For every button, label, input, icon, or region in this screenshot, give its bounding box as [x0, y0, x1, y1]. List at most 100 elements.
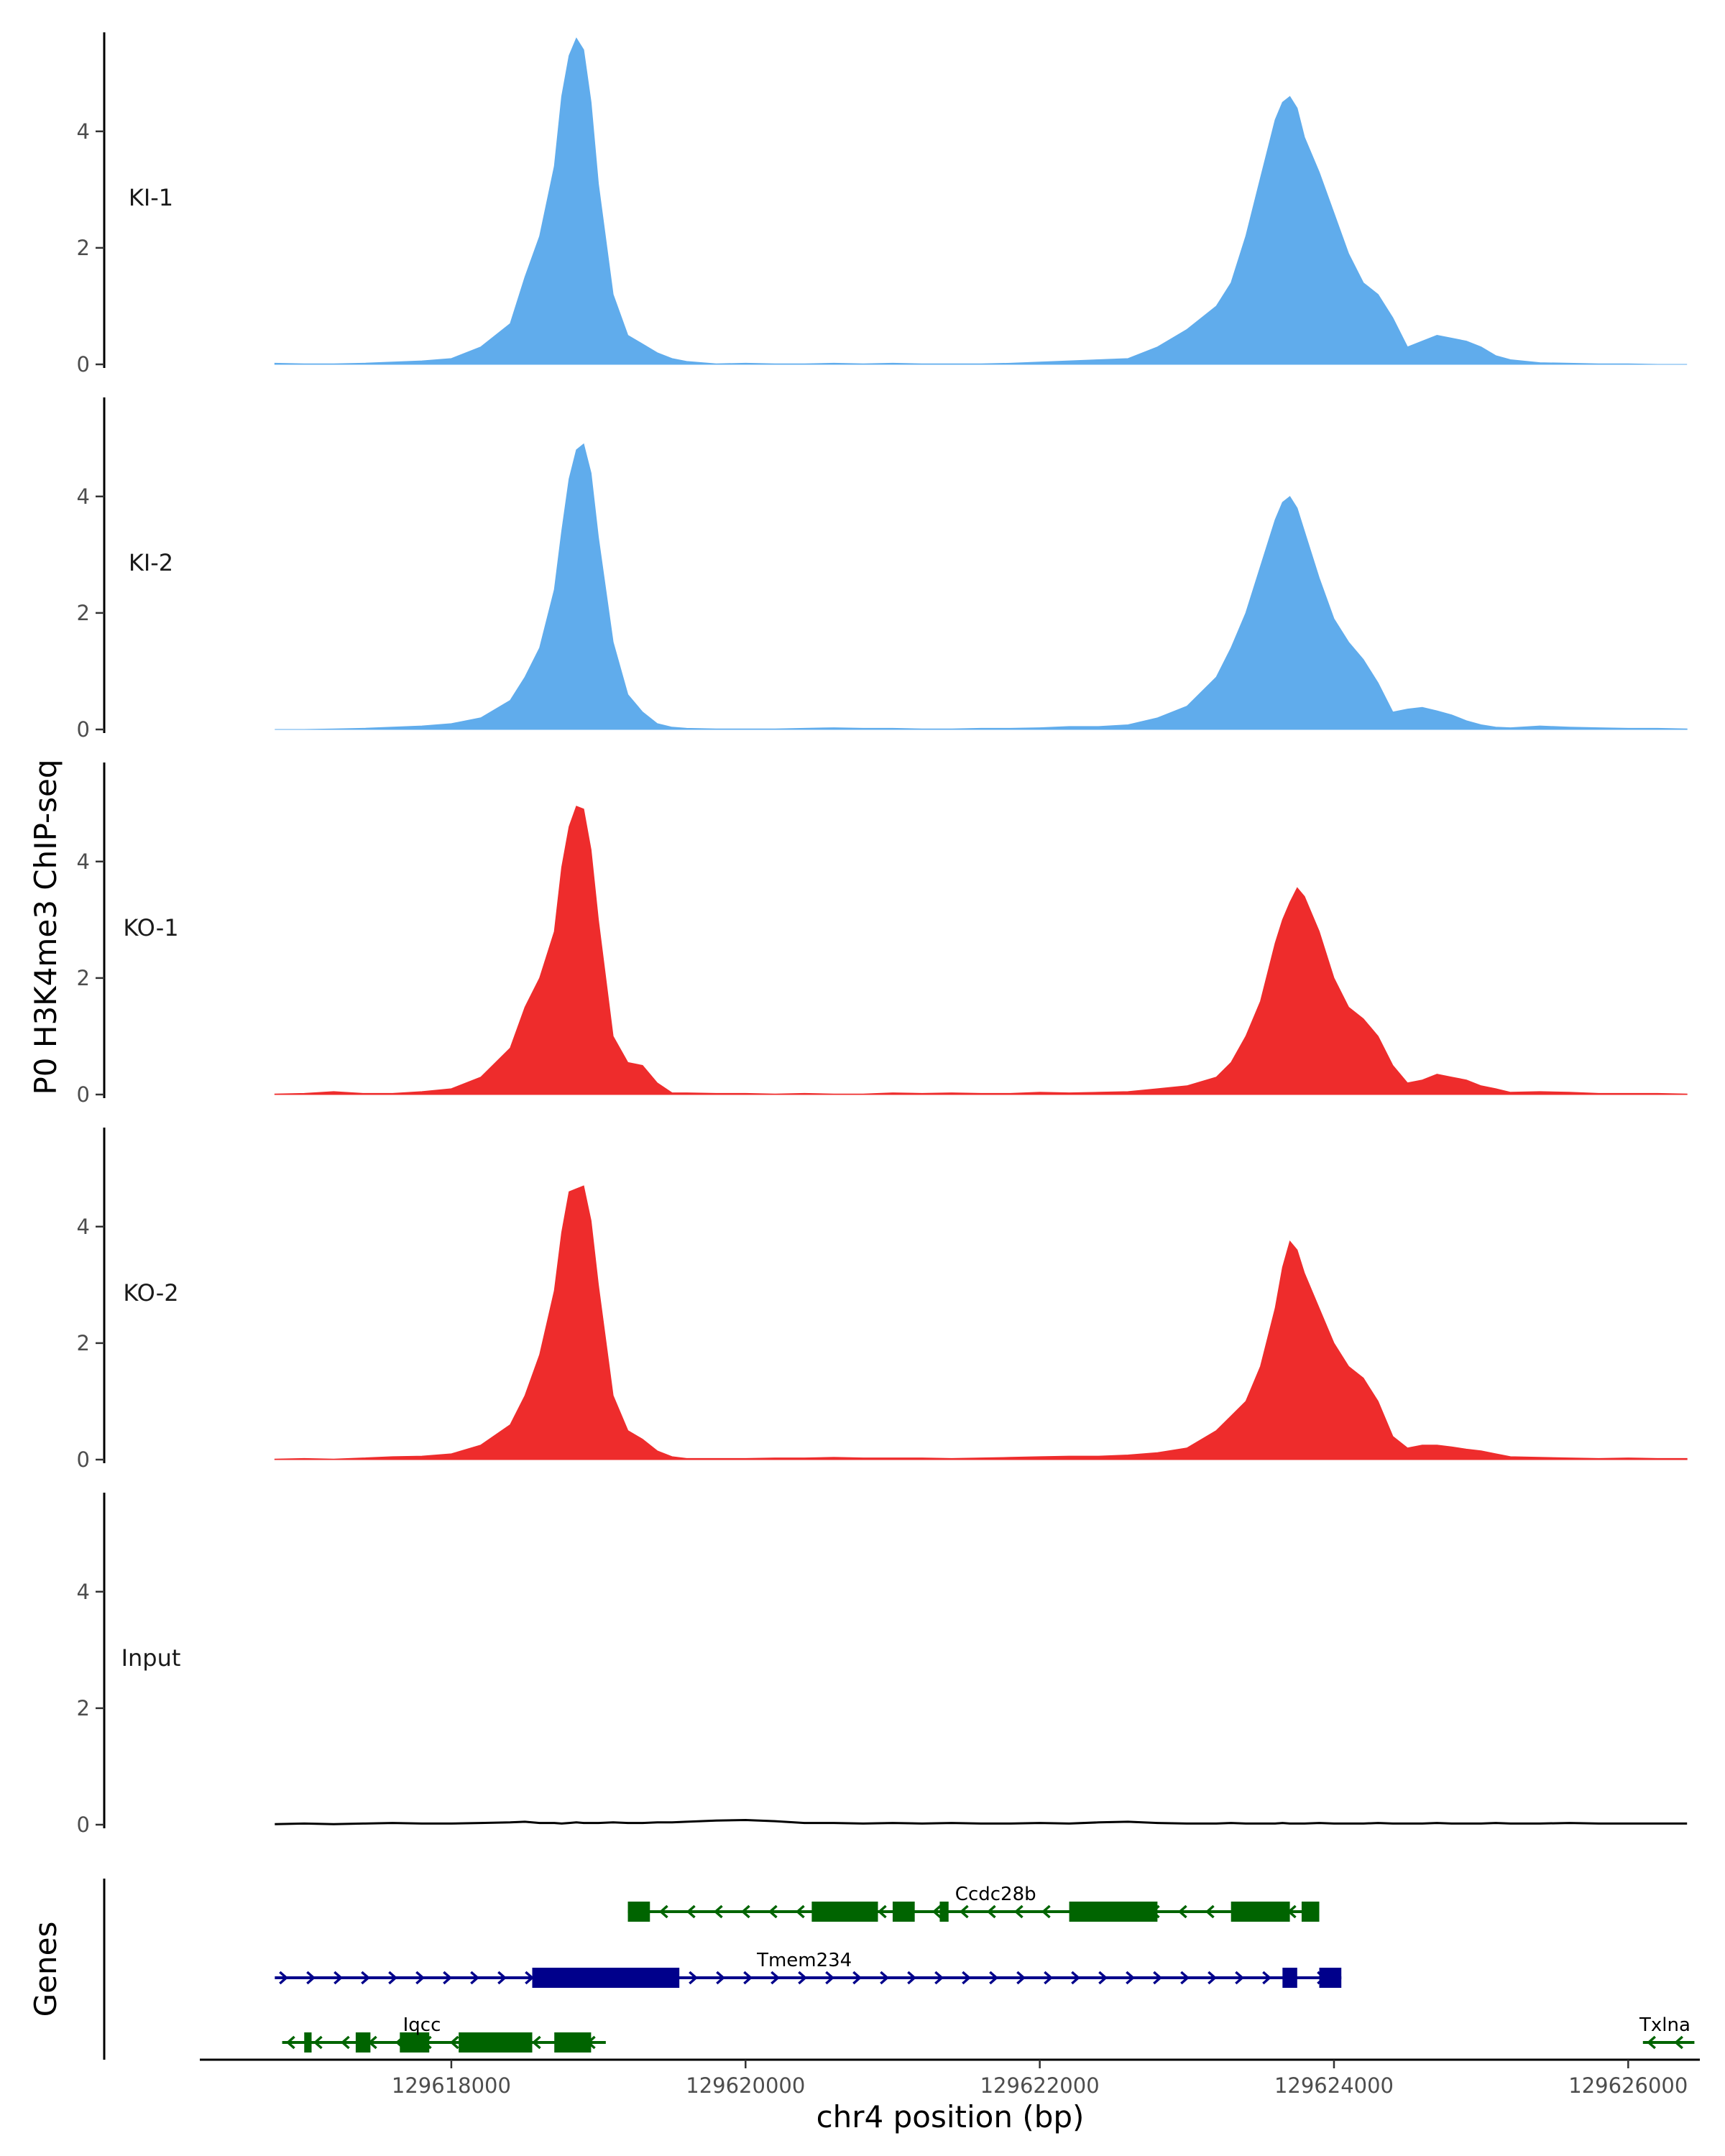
y-tick-label: 2 [77, 966, 90, 990]
gene-exon [1069, 1902, 1158, 1922]
gene-ccdc28b: Ccdc28b [627, 1884, 1320, 1922]
track-ko-1: 0 2 4 KO-1 [77, 763, 1688, 1107]
gene-exon [554, 2032, 592, 2053]
strand-arrow [443, 1971, 452, 1985]
y-tick-label: 0 [77, 352, 90, 377]
strand-arrow [1177, 1904, 1187, 1919]
strand-arrow [470, 1971, 479, 1985]
gene-exon [304, 2032, 312, 2053]
strand-arrow [1044, 1971, 1053, 1985]
strand-arrow [279, 1971, 288, 1985]
strand-arrow [415, 1971, 425, 1985]
track-input: 0 2 4 Input [77, 1493, 1688, 1837]
strand-arrow [313, 2035, 323, 2050]
y-tick-label: 2 [77, 601, 90, 625]
track-label: KI-1 [129, 184, 173, 211]
strand-arrow [877, 1904, 887, 1919]
y-tick-label: 4 [77, 484, 90, 509]
gene-exon [1301, 1902, 1320, 1922]
signal-tracks: 0 2 4 KI-1 0 2 4 KI-2 0 2 4 KO-1 0 2 4 KO-2 0 2 4 Input [77, 32, 1688, 1837]
gene-exon [811, 1902, 878, 1922]
strand-arrow [959, 1904, 969, 1919]
strand-arrow [986, 1904, 996, 1919]
strand-arrow [743, 1971, 753, 1985]
y-tick-label: 0 [77, 717, 90, 742]
strand-arrow [1153, 1971, 1162, 1985]
gene-exon [532, 1968, 680, 1988]
strand-arrow [932, 1904, 942, 1919]
gene-label: Txlna [1639, 2014, 1690, 2036]
gene-iqcc: Iqcc [282, 2014, 606, 2053]
y-tick-label: 2 [77, 1696, 90, 1720]
strand-arrow [1647, 2035, 1656, 2050]
strand-arrow [962, 1971, 971, 1985]
x-tick-label: 129622000 [980, 2073, 1100, 2098]
signal-area-ko-2 [274, 1185, 1688, 1460]
x-axis: 129618000 129620000 129622000 129624000 1296… [200, 2058, 1700, 2098]
y-tick-label: 4 [77, 119, 90, 144]
gene-exon [892, 1902, 915, 1922]
track-label: KI-2 [129, 549, 173, 576]
y-tick-label: 0 [77, 1812, 90, 1837]
y-tick-label: 2 [77, 1331, 90, 1355]
strand-arrow [825, 1971, 834, 1985]
strand-arrow [525, 1971, 534, 1985]
strand-arrow [449, 2035, 459, 2050]
track-label: KO-2 [123, 1279, 178, 1307]
x-tick-label: 129626000 [1568, 2073, 1688, 2098]
gene-txlna: Txlna [1639, 2014, 1695, 2050]
track-ki-2: 0 2 4 KI-2 [77, 397, 1688, 742]
signal-area-ki-2 [275, 443, 1688, 730]
genes-axis-title: Genes [28, 1922, 63, 2017]
y-tick-label: 4 [77, 1580, 90, 1604]
strand-arrow [306, 1971, 316, 1985]
gene-exon [459, 2032, 533, 2053]
strand-arrow [1013, 1904, 1024, 1919]
gene-exon [400, 2032, 430, 2053]
strand-arrow [334, 1971, 343, 1985]
strand-arrow [1235, 1971, 1244, 1985]
strand-arrow [713, 1904, 723, 1919]
strand-arrow [1205, 1904, 1215, 1919]
track-ko-2: 0 2 4 KO-2 [77, 1128, 1688, 1472]
strand-arrow [1016, 1971, 1026, 1985]
y-axis-title: P0 H3K4me3 ChIP-seq [28, 759, 63, 1095]
signal-area-ki-1 [274, 37, 1688, 365]
strand-arrow [340, 2035, 350, 2050]
x-tick-label: 129620000 [686, 2073, 805, 2098]
gene-label: Tmem234 [756, 1950, 852, 1971]
y-tick-label: 0 [77, 1082, 90, 1107]
strand-arrow [768, 1904, 778, 1919]
x-tick-label: 129618000 [392, 2073, 511, 2098]
strand-arrow [689, 1971, 698, 1985]
gene-exon [1319, 1968, 1342, 1988]
x-axis-title: chr4 position (bp) [816, 2099, 1085, 2134]
track-label: Input [121, 1644, 181, 1672]
y-tick-label: 0 [77, 1447, 90, 1472]
y-tick-label: 2 [77, 236, 90, 260]
x-tick-label: 129624000 [1274, 2073, 1394, 2098]
strand-arrow [1208, 1971, 1217, 1985]
strand-arrow [795, 1904, 805, 1919]
gene-label: Iqcc [403, 2014, 441, 2036]
strand-arrow [798, 1971, 807, 1985]
strand-arrow [1674, 2035, 1683, 2050]
signal-area-ko-1 [274, 806, 1688, 1095]
signal-line-input [275, 1818, 1688, 1825]
strand-arrow [880, 1971, 889, 1985]
strand-arrow [852, 1971, 862, 1985]
strand-arrow [658, 1904, 668, 1919]
strand-arrow [740, 1904, 750, 1919]
strand-arrow [285, 2035, 295, 2050]
gene-exon [939, 1902, 949, 1922]
gene-exon [1282, 1968, 1297, 1988]
strand-arrow [770, 1971, 780, 1985]
strand-arrow [361, 1971, 370, 1985]
strand-arrow [686, 1904, 696, 1919]
track-ki-1: 0 2 4 KI-1 [77, 32, 1688, 377]
genes-panel: Ccdc28b Tmem234 Iqcc Txlna [103, 1879, 1695, 2060]
strand-arrow [1041, 1904, 1051, 1919]
strand-arrow [497, 1971, 507, 1985]
strand-arrow [388, 1971, 397, 1985]
